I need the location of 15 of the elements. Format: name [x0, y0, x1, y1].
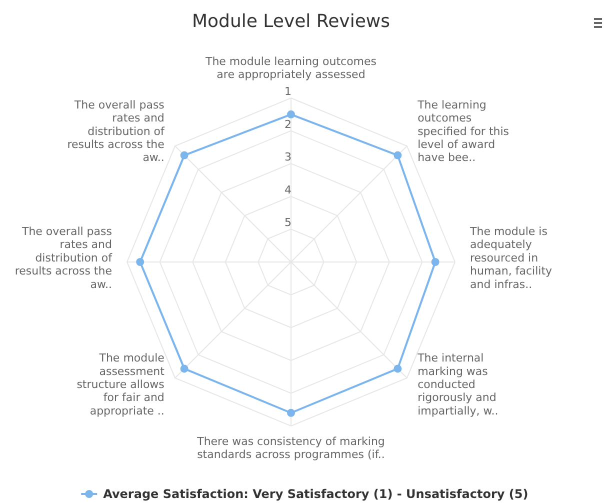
spoke-label: There was consistency of marking standards across programmes (if.. [196, 434, 385, 461]
spoke-label: The overall pass rates and distribution of results across the aw.. [67, 98, 166, 164]
y-tick-label: 5 [284, 216, 292, 230]
y-tick-label: 3 [284, 150, 292, 164]
spoke-label: The module is adequately resourced in human, facility and infras.. [469, 225, 553, 291]
spoke-label: The module assessment structure allows for fair and appropriate .. [76, 352, 166, 418]
spoke-label: The overall pass rates and distribution of results across the aw.. [14, 225, 114, 291]
chart-title: Module Level Reviews [192, 11, 390, 32]
y-tick-label: 4 [284, 183, 292, 196]
y-tick-label: 2 [284, 118, 292, 131]
spoke-label: The module learning outcomes are appropriately assessed [204, 54, 377, 81]
y-tick-label: 1 [284, 85, 292, 98]
legend-label: Average Satisfaction: Very Satisfactory (1) - Unsatisfactory (5) [103, 487, 528, 501]
spoke-label: The learning outcomes specified for this level of award have bee.. [416, 98, 510, 164]
spoke-label: The internal marking was conducted rigorously and impartially, w.. [416, 352, 498, 418]
